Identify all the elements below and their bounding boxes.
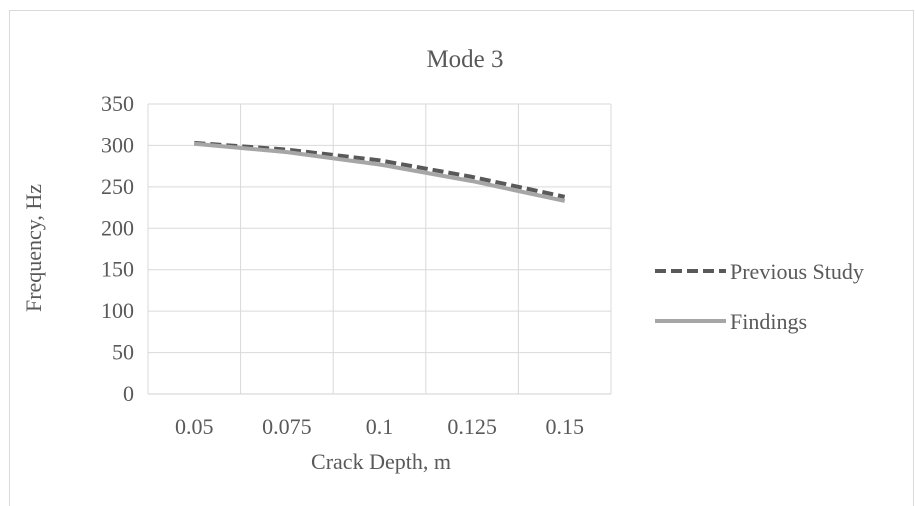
y-tick-label: 200 bbox=[101, 215, 134, 240]
y-tick-label: 350 bbox=[101, 91, 134, 116]
legend-label: Previous Study bbox=[730, 259, 864, 284]
x-tick-label: 0.05 bbox=[175, 414, 214, 439]
y-tick-label: 250 bbox=[101, 174, 134, 199]
y-tick-label: 300 bbox=[101, 132, 134, 157]
series-line-findings bbox=[194, 141, 566, 203]
x-tick-label: 0.125 bbox=[447, 414, 497, 439]
y-tick-label: 0 bbox=[123, 381, 134, 406]
legend: Previous Study Findings bbox=[655, 259, 864, 334]
series-lines bbox=[194, 140, 566, 203]
x-tick-label: 0.075 bbox=[262, 414, 312, 439]
legend-label: Findings bbox=[730, 309, 807, 334]
chart-frame bbox=[9, 10, 914, 506]
y-tick-label: 100 bbox=[101, 298, 134, 323]
y-tick-label: 150 bbox=[101, 257, 134, 282]
y-tick-labels: 0 50 100 150 200 250 300 350 bbox=[101, 91, 134, 406]
x-tick-labels: 0.05 0.075 0.1 0.125 0.15 bbox=[175, 414, 584, 439]
chart-title: Mode 3 bbox=[426, 46, 503, 73]
x-tick-label: 0.1 bbox=[366, 414, 394, 439]
y-tick-label: 50 bbox=[112, 340, 134, 365]
x-axis-label: Crack Depth, m bbox=[311, 449, 451, 474]
y-axis-label: Frequency, Hz bbox=[21, 184, 46, 312]
series-line-previous-study bbox=[194, 140, 566, 199]
grid-lines bbox=[147, 103, 612, 394]
x-tick-label: 0.15 bbox=[545, 414, 584, 439]
